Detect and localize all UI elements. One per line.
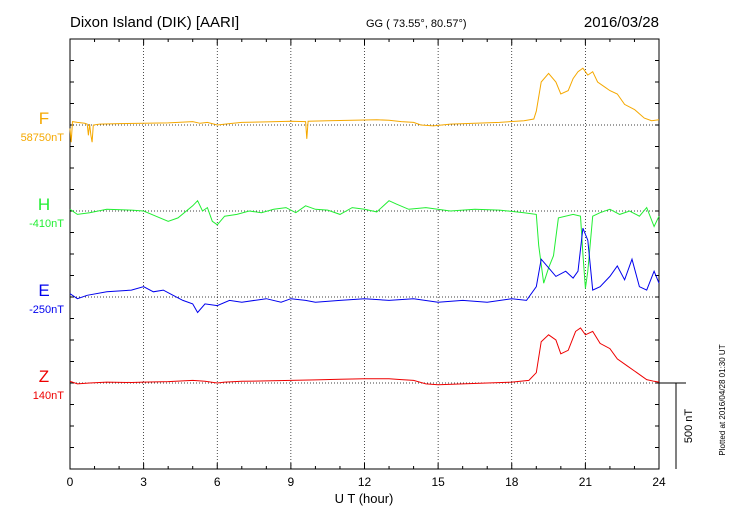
series-name-f: F [39, 109, 49, 128]
vertical-gridlines [143, 39, 586, 469]
x-tick-labels: 0 3 6 9 12 15 18 21 24 [67, 475, 666, 489]
x-tick-label: 3 [140, 475, 147, 489]
series-labels: F 58750nT H -410nT E -250nT Z 140nT [21, 109, 65, 402]
x-tick-label: 12 [358, 475, 372, 489]
series-name-e: E [38, 281, 49, 300]
x-axis-label: U T (hour) [335, 491, 394, 506]
series-line-z [69, 327, 660, 386]
series-baseline-value-z: 140nT [33, 390, 64, 402]
series-baseline-value-e: -250nT [29, 304, 64, 316]
x-tick-label: 18 [505, 475, 519, 489]
x-tick-label: 0 [67, 475, 74, 489]
x-tick-label: 21 [579, 475, 593, 489]
baselines [70, 124, 659, 384]
x-tick-label: 15 [431, 475, 445, 489]
date-label: 2016/03/28 [584, 14, 659, 31]
station-title: Dixon Island (DIK) [AARI] [70, 14, 239, 31]
scale-bar: 500 nT [659, 382, 695, 469]
scale-bar-label: 500 nT [683, 409, 695, 444]
plot-frame [69, 38, 660, 470]
coordinates-label: GG ( 73.55°, 80.57°) [366, 18, 467, 30]
series-baseline-value-h: -410nT [29, 218, 64, 230]
x-tick-label: 9 [288, 475, 295, 489]
plotted-footnote: Plotted at 2016/04/28 01:30 UT [718, 344, 727, 455]
data-series [69, 67, 660, 386]
series-baseline-value-f: 58750nT [21, 132, 65, 144]
x-tick-label: 24 [652, 475, 666, 489]
series-line-f [69, 67, 660, 143]
series-name-h: H [38, 195, 50, 214]
series-line-e [69, 228, 660, 314]
axis-ticks [69, 38, 660, 470]
series-name-z: Z [39, 367, 49, 386]
x-tick-label: 6 [214, 475, 221, 489]
series-line-h [69, 199, 660, 289]
